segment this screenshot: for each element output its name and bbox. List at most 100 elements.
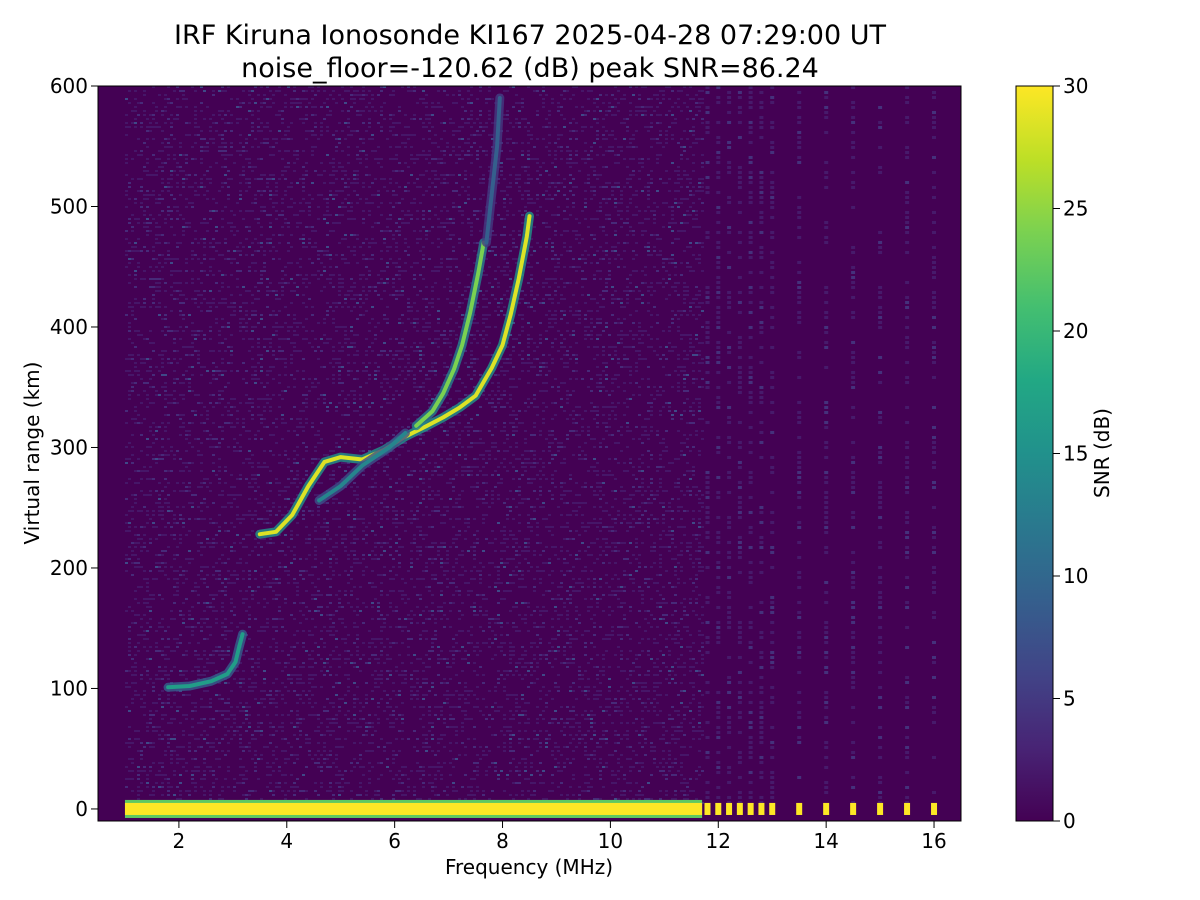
noise-cell <box>338 434 341 436</box>
noise-cell <box>158 458 161 460</box>
noise-cell <box>251 90 254 92</box>
noise-cell <box>317 654 320 656</box>
noise-cell <box>203 638 206 640</box>
noise-cell <box>173 570 176 572</box>
noise-cell <box>401 170 404 172</box>
noise-cell <box>215 646 218 648</box>
noise-cell <box>293 482 296 484</box>
noise-cell <box>293 786 296 788</box>
noise-cell <box>191 446 194 448</box>
noise-cell <box>377 94 380 96</box>
noise-cell <box>245 798 248 800</box>
noise-cell <box>158 734 161 736</box>
noise-cell <box>329 266 332 268</box>
noise-cell <box>236 230 239 232</box>
noise-cell <box>413 614 416 616</box>
noise-cell <box>152 126 155 128</box>
noise-cell <box>317 494 320 496</box>
noise-cell <box>230 222 233 224</box>
noise-cell <box>218 398 221 400</box>
noise-cell <box>200 546 203 548</box>
noise-cell <box>230 690 233 692</box>
noise-cell <box>374 510 377 512</box>
noise-cell <box>311 650 314 652</box>
noise-cell <box>125 250 128 252</box>
noise-cell <box>281 198 284 200</box>
noise-cell <box>323 706 326 708</box>
noise-cell <box>167 178 170 180</box>
noise-cell <box>416 690 419 692</box>
noise-cell <box>182 374 185 376</box>
noise-cell <box>398 590 401 592</box>
noise-cell <box>179 394 182 396</box>
noise-cell <box>218 426 221 428</box>
noise-cell <box>419 342 422 344</box>
noise-cell <box>140 618 143 620</box>
noise-cell <box>362 110 365 112</box>
noise-cell <box>209 434 212 436</box>
noise-cell <box>305 650 308 652</box>
noise-cell <box>350 342 353 344</box>
noise-cell <box>251 358 254 360</box>
noise-cell <box>281 270 284 272</box>
noise-cell <box>167 86 170 88</box>
noise-cell <box>368 394 371 396</box>
noise-cell <box>170 722 173 724</box>
noise-cell <box>146 194 149 196</box>
noise-cell <box>323 266 326 268</box>
noise-cell <box>332 574 335 576</box>
noise-cell <box>350 662 353 664</box>
noise-cell <box>254 762 257 764</box>
noise-cell <box>260 270 263 272</box>
noise-cell <box>380 414 383 416</box>
noise-cell <box>134 622 137 624</box>
noise-cell <box>263 94 266 96</box>
noise-cell <box>365 174 368 176</box>
noise-cell <box>164 534 167 536</box>
noise-cell <box>332 162 335 164</box>
noise-cell <box>386 706 389 708</box>
noise-cell <box>416 658 419 660</box>
noise-cell <box>191 726 194 728</box>
noise-cell <box>230 422 233 424</box>
noise-cell <box>302 118 305 120</box>
noise-cell <box>158 482 161 484</box>
noise-cell <box>386 398 389 400</box>
noise-cell <box>383 534 386 536</box>
noise-cell <box>161 654 164 656</box>
noise-cell <box>191 250 194 252</box>
noise-cell <box>152 114 155 116</box>
noise-cell <box>287 126 290 128</box>
noise-cell <box>230 546 233 548</box>
noise-cell <box>389 590 392 592</box>
noise-cell <box>356 562 359 564</box>
noise-cell <box>236 730 239 732</box>
noise-cell <box>290 262 293 264</box>
noise-cell <box>137 482 140 484</box>
noise-cell <box>254 618 257 620</box>
noise-cell <box>164 550 167 552</box>
noise-cell <box>278 258 281 260</box>
noise-cell <box>329 254 332 256</box>
noise-cell <box>176 414 179 416</box>
noise-cell <box>131 698 134 700</box>
noise-cell <box>224 122 227 124</box>
noise-cell <box>344 442 347 444</box>
noise-cell <box>299 106 302 108</box>
noise-cell <box>143 602 146 604</box>
noise-cell <box>263 262 266 264</box>
noise-cell <box>254 474 257 476</box>
noise-cell <box>155 282 158 284</box>
noise-cell <box>278 350 281 352</box>
noise-cell <box>314 378 317 380</box>
noise-cell <box>125 158 128 160</box>
noise-cell <box>266 402 269 404</box>
noise-cell <box>296 594 299 596</box>
noise-cell <box>299 746 302 748</box>
noise-cell <box>197 306 200 308</box>
noise-cell <box>359 406 362 408</box>
noise-cell <box>161 570 164 572</box>
noise-cell <box>248 94 251 96</box>
noise-cell <box>311 314 314 316</box>
noise-cell <box>260 318 263 320</box>
